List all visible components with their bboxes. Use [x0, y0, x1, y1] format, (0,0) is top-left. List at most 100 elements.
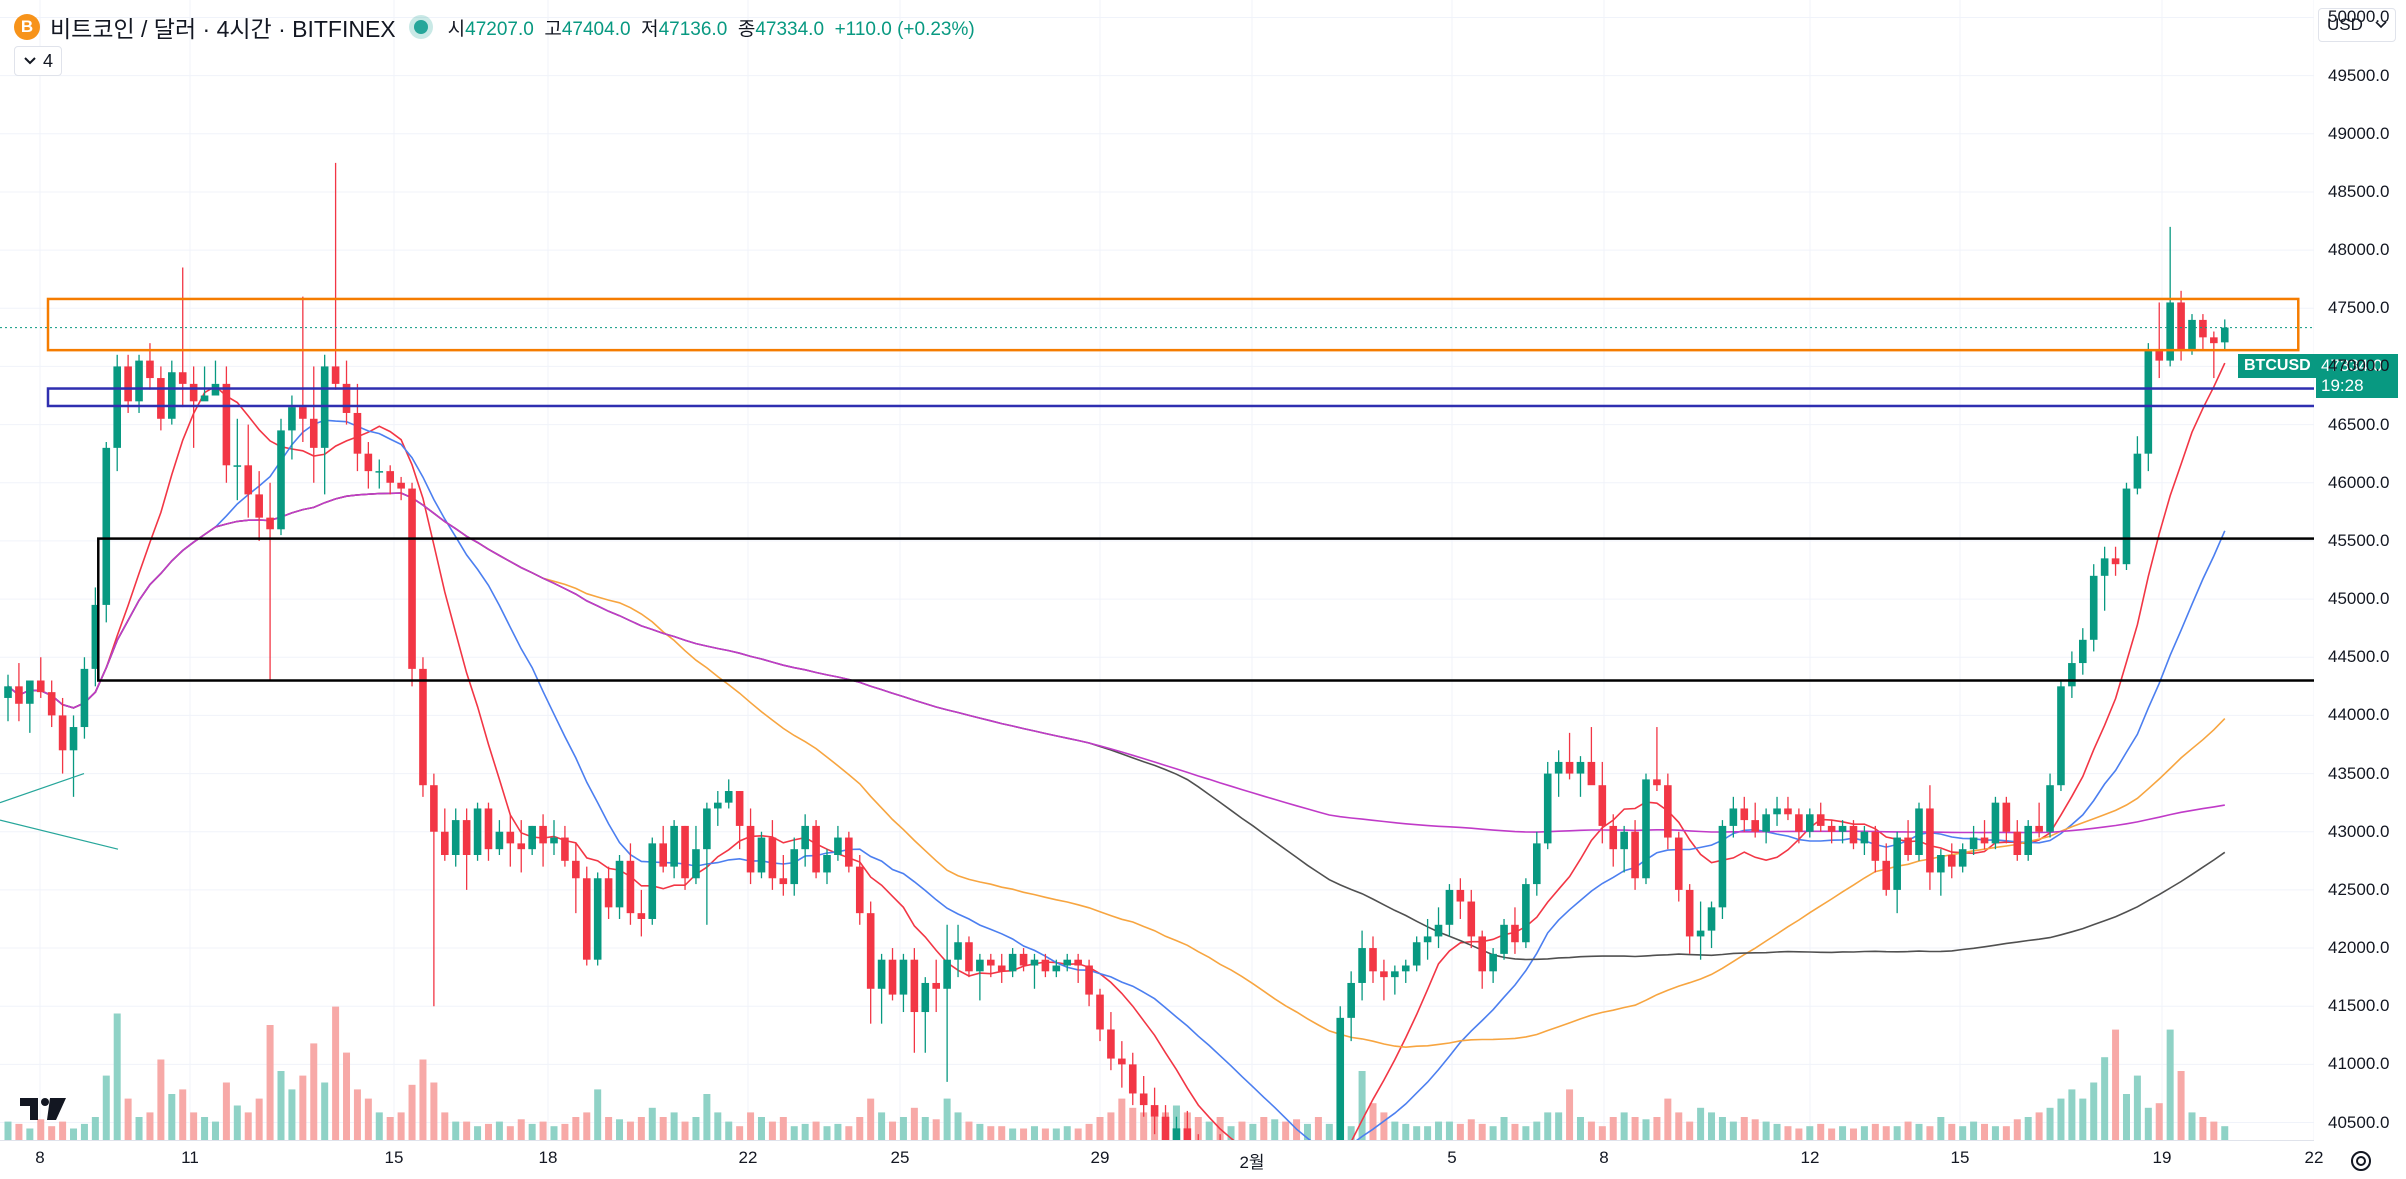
candle-body — [1052, 965, 1061, 972]
volume-bar — [812, 1121, 820, 1140]
volume-bar — [1708, 1112, 1716, 1140]
candle-body — [1620, 831, 1628, 850]
symbol-title[interactable]: 비트코인 / 달러 · 4시간 · BITFINEX — [50, 16, 396, 42]
candle-body — [1751, 820, 1759, 832]
volume-bar — [605, 1117, 613, 1140]
volume-bar — [1467, 1119, 1475, 1140]
candle-body — [47, 692, 56, 716]
volume-bar — [2210, 1121, 2218, 1140]
candle-body — [80, 668, 89, 728]
volume-bar — [2199, 1117, 2207, 1140]
price-tick-label: 41500.0 — [2328, 996, 2390, 1016]
volume-bar — [1194, 1117, 1202, 1140]
volume-bar — [987, 1126, 995, 1140]
volume-bar — [550, 1126, 558, 1140]
volume-bar — [1609, 1117, 1617, 1140]
volume-bar — [659, 1117, 667, 1140]
candle-body — [1183, 1128, 1192, 1152]
candle-body — [1664, 785, 1672, 838]
volume-bar — [648, 1107, 656, 1140]
candle-body — [2079, 639, 2087, 664]
candle-body — [2133, 453, 2142, 489]
candle-body — [714, 802, 722, 809]
volume-bar — [277, 1071, 285, 1140]
time-tick-label: 11 — [181, 1148, 199, 1167]
candle-body — [2199, 319, 2207, 338]
candle-body — [768, 837, 777, 879]
time-tick-label: 15 — [384, 1148, 404, 1167]
moving-average-line — [7, 362, 2226, 1177]
candle-body — [1161, 1116, 1170, 1140]
volume-bar — [998, 1126, 1006, 1140]
volume-bar — [1020, 1128, 1028, 1140]
volume-bar — [910, 1107, 918, 1140]
volume-bar — [2188, 1112, 2196, 1140]
candle-body — [746, 825, 755, 873]
volume-bar — [1391, 1121, 1399, 1140]
volume-bar — [26, 1128, 34, 1140]
market-status-icon[interactable] — [413, 20, 428, 34]
candle-body — [2024, 825, 2032, 855]
volume-bar — [736, 1126, 744, 1140]
volume-bar — [626, 1121, 634, 1140]
candle-body — [539, 825, 547, 844]
volume-bar — [1096, 1117, 1104, 1140]
candle-body — [233, 465, 242, 467]
indicators-toggle-button[interactable]: 4 — [14, 46, 63, 76]
candle-body — [648, 843, 657, 919]
volume-bar — [1740, 1117, 1748, 1140]
volume-bar — [1041, 1128, 1049, 1140]
time-tick-label: 8 — [35, 1148, 45, 1167]
candle-body — [408, 488, 416, 669]
volume-bar — [1380, 1112, 1388, 1140]
tradingview-logo-icon[interactable] — [20, 1096, 66, 1122]
volume-bar — [59, 1121, 67, 1140]
price-tick-label: 44500.0 — [2328, 647, 2390, 667]
candle-body — [1696, 930, 1705, 937]
candle-body — [987, 959, 995, 966]
chevron-down-icon — [24, 57, 36, 65]
candle-body — [1543, 773, 1552, 844]
candle-body — [1565, 761, 1574, 774]
candle-body — [1401, 965, 1410, 972]
volume-bar — [353, 1089, 361, 1140]
candle-body — [353, 412, 362, 454]
currency-select[interactable]: USD — [2318, 8, 2396, 42]
volume-bar — [157, 1059, 165, 1140]
candle-body — [1008, 953, 1017, 972]
moving-average-line — [7, 492, 2225, 834]
settings-gear-icon[interactable] — [2346, 1146, 2376, 1176]
candle-body — [681, 825, 689, 879]
volume-bar — [2057, 1098, 2065, 1140]
candle-body — [397, 482, 405, 489]
candle-body — [1980, 837, 1989, 844]
time-axis[interactable] — [0, 1140, 2314, 1179]
price-tick-label: 47000.0 — [2328, 356, 2390, 376]
candle-body — [1882, 860, 1891, 890]
volume-bar — [1926, 1126, 1934, 1140]
candle-body — [506, 831, 515, 844]
price-axis[interactable] — [2314, 0, 2406, 1178]
volume-bar — [823, 1126, 831, 1140]
volume-bar — [2046, 1107, 2054, 1140]
volume-bar — [1795, 1128, 1803, 1140]
candle-body — [1019, 953, 1028, 966]
candle-body — [1795, 814, 1803, 832]
candle-body — [1150, 1105, 1159, 1117]
volume-bar — [146, 1112, 154, 1140]
candle-body — [1937, 855, 1945, 873]
volume-bar — [1435, 1121, 1443, 1140]
candle-body — [932, 982, 940, 989]
candle-body — [659, 843, 667, 867]
volume-bar — [1631, 1117, 1639, 1140]
volume-bar — [1620, 1112, 1628, 1140]
time-tick-label: 12 — [1800, 1148, 1820, 1167]
candle-body — [1118, 1058, 1126, 1065]
candle-body — [200, 395, 209, 402]
volume-bar — [332, 1006, 340, 1140]
candle-body — [779, 878, 788, 885]
candle-body — [1653, 779, 1661, 786]
price-tick-label: 42000.0 — [2328, 938, 2390, 958]
